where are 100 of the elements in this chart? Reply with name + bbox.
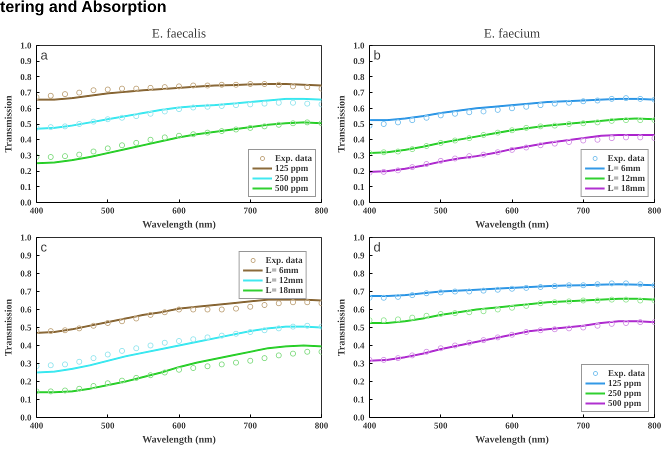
point xyxy=(148,372,154,378)
point xyxy=(509,105,515,112)
point xyxy=(204,82,210,89)
x-axis-title: Wavelength (nm) xyxy=(142,220,216,230)
legend-label: L= 18mm xyxy=(266,285,303,295)
point xyxy=(204,130,210,136)
point xyxy=(233,306,239,312)
point xyxy=(190,131,196,138)
point xyxy=(133,113,140,120)
point xyxy=(480,288,486,294)
point xyxy=(218,102,225,109)
point xyxy=(637,319,644,326)
point xyxy=(566,100,572,106)
point xyxy=(247,80,254,87)
point xyxy=(637,298,644,304)
point xyxy=(380,317,387,324)
point xyxy=(594,136,600,143)
point xyxy=(104,380,111,386)
y-tick-label: 1.0 xyxy=(353,232,365,242)
point xyxy=(380,121,387,127)
point xyxy=(62,327,68,334)
line-series xyxy=(370,283,654,297)
x-tick-label: 600 xyxy=(505,206,520,216)
point xyxy=(580,120,586,126)
point xyxy=(566,121,572,127)
point xyxy=(119,378,125,384)
point xyxy=(90,87,96,94)
point xyxy=(623,280,629,286)
point xyxy=(190,104,196,111)
point xyxy=(247,304,254,310)
point xyxy=(247,358,254,364)
x-tick-label: 400 xyxy=(362,206,377,216)
point xyxy=(623,296,629,303)
y-tick-label: 0.5 xyxy=(353,322,365,332)
point xyxy=(409,146,416,152)
point xyxy=(623,134,629,140)
point xyxy=(119,318,125,324)
point xyxy=(162,108,168,114)
point xyxy=(608,320,615,327)
point xyxy=(204,363,210,370)
point xyxy=(90,118,96,125)
point xyxy=(176,338,182,344)
point xyxy=(452,310,458,316)
point xyxy=(48,328,54,334)
x-tick-label: 500 xyxy=(434,206,448,216)
point xyxy=(452,110,458,117)
point xyxy=(438,345,444,352)
line-series xyxy=(36,82,322,101)
point xyxy=(523,284,530,291)
point xyxy=(494,149,501,156)
line-series xyxy=(36,344,322,394)
point xyxy=(566,298,572,304)
point xyxy=(247,329,254,335)
point xyxy=(623,320,629,326)
point xyxy=(438,158,444,164)
point xyxy=(48,92,54,99)
point xyxy=(494,130,501,136)
point xyxy=(119,142,125,148)
y-tick-label: 0.8 xyxy=(20,268,32,278)
point xyxy=(523,124,530,131)
point xyxy=(494,306,501,312)
x-tick-label: 700 xyxy=(244,420,258,430)
point xyxy=(594,97,600,104)
point xyxy=(409,117,416,124)
y-tick-label: 0.5 xyxy=(353,119,365,129)
line-series xyxy=(370,98,654,122)
line-series xyxy=(36,326,322,374)
point xyxy=(218,332,225,339)
point xyxy=(552,299,558,306)
point xyxy=(580,324,586,330)
y-axis-title: Transmission xyxy=(3,95,14,153)
point xyxy=(380,149,387,156)
point xyxy=(395,316,401,322)
point xyxy=(148,84,154,91)
point xyxy=(48,124,54,130)
legend-label: L= 6mm xyxy=(266,265,298,275)
y-tick-label: 0.1 xyxy=(20,182,32,192)
point xyxy=(290,100,296,106)
y-tick-label: 0.5 xyxy=(20,322,32,332)
point xyxy=(104,116,111,122)
point xyxy=(262,100,268,107)
point xyxy=(133,374,140,381)
point xyxy=(218,82,225,88)
point xyxy=(276,100,282,106)
point xyxy=(133,316,140,322)
point xyxy=(580,298,586,304)
point xyxy=(594,298,600,304)
point xyxy=(262,355,268,362)
point xyxy=(233,102,239,108)
point xyxy=(218,128,225,134)
point xyxy=(176,306,182,312)
point xyxy=(133,86,140,92)
point xyxy=(409,352,416,358)
point xyxy=(438,140,444,146)
point xyxy=(76,386,82,392)
annotation: c xyxy=(40,240,48,254)
point xyxy=(409,164,416,170)
y-tick-label: 0.6 xyxy=(20,103,32,114)
legend-label: 250 ppm xyxy=(608,388,642,398)
point xyxy=(190,365,196,371)
